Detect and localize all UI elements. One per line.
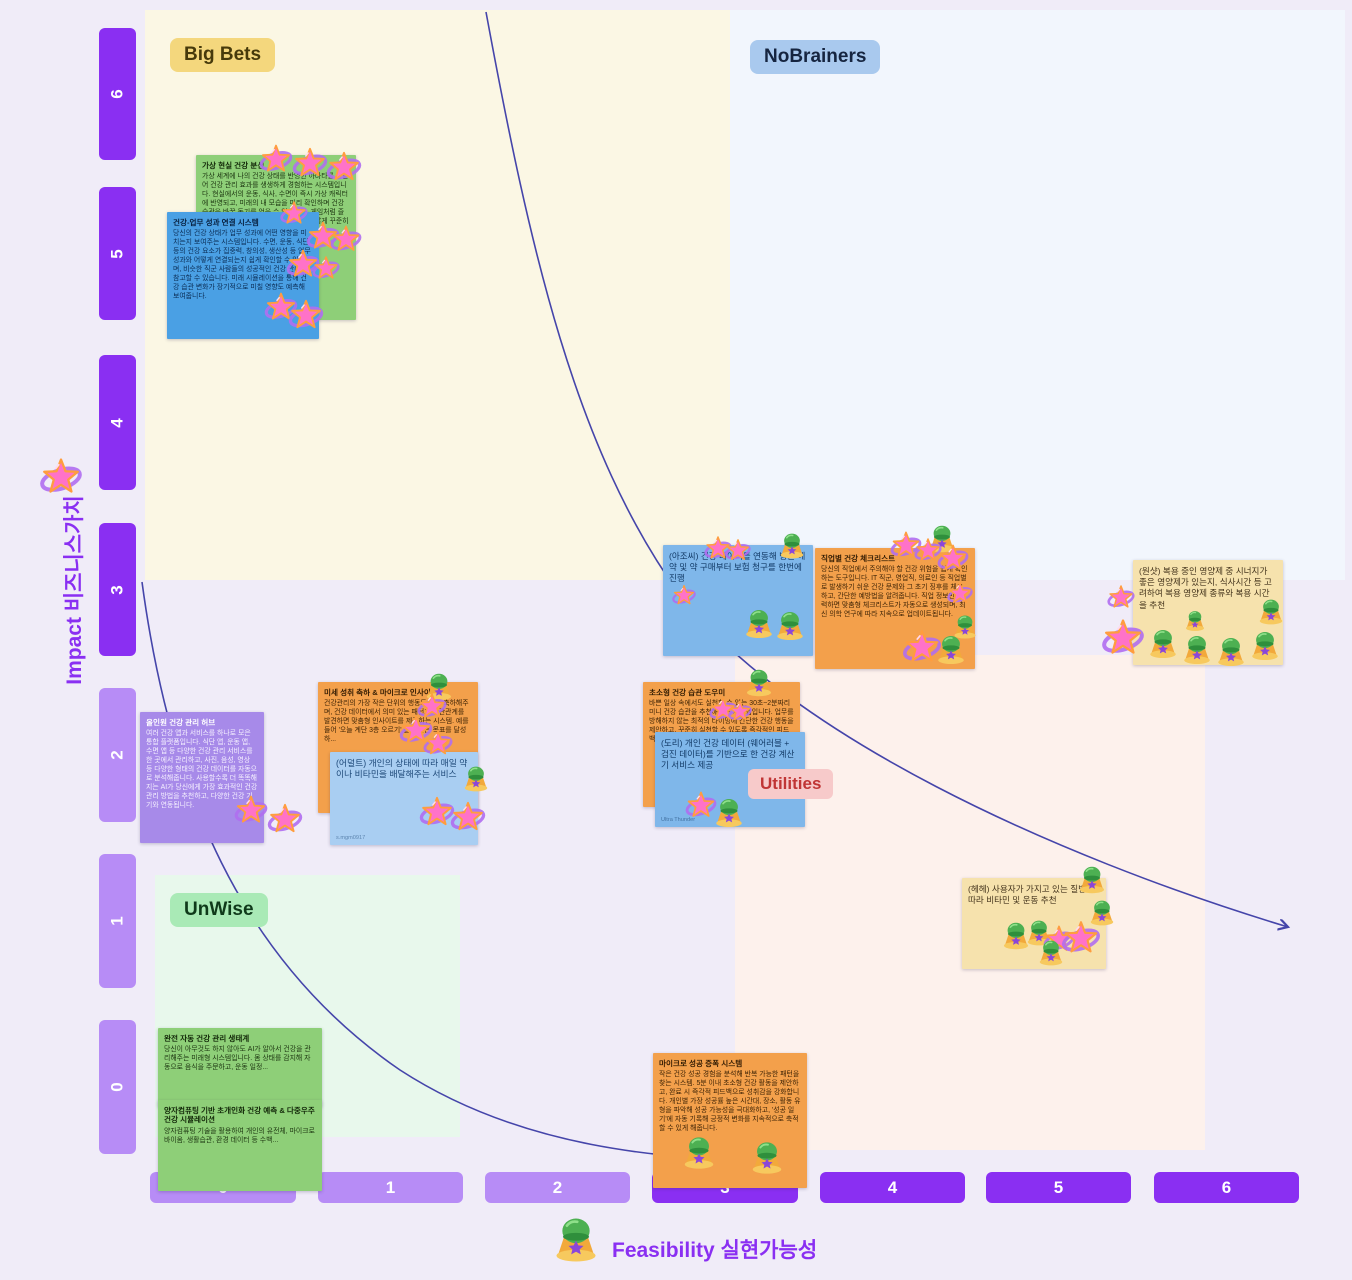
x-axis-tick-5: 5 [986, 1172, 1131, 1203]
feasibility-ufo-icon[interactable] [748, 1139, 786, 1177]
feasibility-ufo-icon[interactable] [773, 609, 807, 643]
vote-star-icon[interactable] [329, 223, 363, 257]
note-author: Ultra Thunder [661, 816, 696, 823]
feasibility-ufo-icon[interactable] [777, 531, 807, 561]
vote-star-icon[interactable] [422, 728, 454, 760]
note-body: 여러 건강 앱과 서비스를 하나로 모은 통합 플랫폼입니다. 식단 앱, 운동… [146, 730, 258, 810]
note-body: 당신이 아무것도 하지 않아도 AI가 알아서 건강을 관리해주는 미래형 시스… [164, 1046, 311, 1072]
note-title: 직업별 건강 체크리스트 [821, 554, 896, 563]
y-tick-label: 1 [107, 916, 127, 926]
vote-star-icon[interactable] [946, 580, 974, 608]
feasibility-ufo-icon[interactable] [1146, 627, 1180, 661]
x-tick-label: 4 [887, 1177, 898, 1197]
x-axis-tick-2: 2 [485, 1172, 630, 1203]
vote-star-icon[interactable] [311, 254, 341, 284]
quadrant-label-big-bets[interactable]: Big Bets [170, 38, 276, 72]
note-title: 미세 성취 축하 & 마이크로 인사이트 [324, 688, 438, 697]
vote-star-icon[interactable] [936, 542, 970, 576]
vote-star-icon[interactable] [671, 583, 697, 609]
y-tick-label: 2 [107, 750, 127, 760]
feasibility-ufo-icon[interactable] [461, 764, 491, 794]
quadrant-label-unwise[interactable]: UnWise [170, 893, 268, 927]
y-axis-tick-6: 6 [99, 28, 136, 160]
vote-star-icon[interactable] [449, 799, 487, 837]
note-body: (헤헤) 사용자가 가지고 있는 질병에 따라 비타민 및 운동 추천 [968, 884, 1094, 906]
y-axis-tick-4: 4 [99, 355, 136, 490]
vote-star-icon[interactable] [258, 142, 294, 178]
feasibility-ufo-icon[interactable] [1183, 609, 1207, 633]
note-body: 당신의 건강 상태가 업무 성과에 어떤 영향을 미치는지 보여주는 시스템입니… [173, 230, 311, 301]
vote-star-icon[interactable] [266, 801, 304, 839]
feasibility-ufo-icon[interactable] [1256, 597, 1286, 627]
y-axis-tick-5: 5 [99, 187, 136, 320]
feasibility-ufo-icon[interactable] [680, 1134, 718, 1172]
quadrant-label-utilities[interactable]: Utilities [748, 769, 834, 799]
feasibility-ufo-icon[interactable] [1180, 633, 1214, 667]
y-tick-label: 4 [107, 417, 127, 428]
x-axis-tick-6: 6 [1154, 1172, 1299, 1203]
note-author: s.mgm0917 [336, 834, 366, 841]
feasibility-ufo-icon[interactable] [1076, 864, 1108, 896]
sticky-note-quantum[interactable]: 양자컴퓨팅 기반 초개인화 건강 예측 & 다중우주 건강 시뮬레이션 양자컴퓨… [158, 1100, 322, 1191]
feasibility-ufo-icon[interactable] [951, 613, 979, 641]
sticky-note-micro-success[interactable]: 마이크로 성공 증폭 시스템 작은 건강 성공 경험을 분석해 반복 가능한 패… [653, 1053, 807, 1188]
note-body: 양자컴퓨팅 기술을 활용하여 개인의 유전체, 마이크로바이옴, 생활습관, 환… [164, 1127, 315, 1144]
note-title: 마이크로 성공 증폭 시스템 [659, 1059, 743, 1068]
feasibility-ufo-icon [550, 1214, 602, 1266]
x-tick-label: 6 [1221, 1177, 1232, 1197]
vote-star-icon[interactable] [727, 699, 753, 725]
note-title: 완전 자동 건강 관리 생태계 [164, 1034, 250, 1043]
note-body: (도리) 개인 건강 데이터 (웨어러블 + 검진 데이터)를 기반으로 한 건… [661, 738, 795, 771]
y-axis-tick-1: 1 [99, 854, 136, 988]
y-tick-label: 5 [107, 248, 127, 259]
feasibility-ufo-icon[interactable] [1036, 938, 1066, 968]
note-body: 건강관리의 가장 작은 단위의 행동도 찾아 축하해주며, 건강 데이터에서 의… [324, 700, 469, 744]
sticky-note-auto-eco[interactable]: 완전 자동 건강 관리 생태계 당신이 아무것도 하지 않아도 AI가 알아서 … [158, 1028, 322, 1107]
x-tick-label: 1 [385, 1177, 396, 1197]
vote-star-icon[interactable] [233, 793, 269, 829]
feasibility-ufo-icon[interactable] [1248, 629, 1282, 663]
y-axis-tick-2: 2 [99, 688, 136, 822]
note-body: 당신의 직업에서 주의해야 할 건강 위험을 쉽게 확인하는 도구입니다. IT… [821, 566, 968, 619]
x-axis-tick-4: 4 [820, 1172, 965, 1203]
feasibility-ufo-icon[interactable] [742, 607, 776, 641]
vote-star-icon[interactable] [1100, 616, 1146, 662]
note-title: 가상 현실 건강 분신 [202, 161, 265, 170]
vote-star-icon[interactable] [1060, 918, 1102, 960]
y-tick-label: 6 [107, 89, 127, 99]
vote-star-icon[interactable] [291, 145, 329, 183]
quadrant-label-nobrainers[interactable]: NoBrainers [750, 40, 881, 74]
vote-star-icon[interactable] [724, 537, 752, 565]
vote-star-icon[interactable] [325, 149, 363, 187]
note-title: 초소형 건강 습관 도우미 [649, 688, 726, 697]
note-title: 양자컴퓨팅 기반 초개인화 건강 예측 & 다중우주 건강 시뮬레이션 [164, 1106, 315, 1125]
feasibility-ufo-icon[interactable] [712, 796, 746, 830]
x-tick-label: 5 [1053, 1177, 1064, 1197]
y-tick-label: 3 [107, 584, 127, 595]
feasibility-ufo-icon[interactable] [743, 667, 775, 699]
vote-star-icon[interactable] [1106, 583, 1136, 613]
vote-star-icon[interactable] [287, 297, 325, 335]
quadrant-nobrainers-area [730, 10, 1345, 580]
x-tick-label: 2 [552, 1177, 563, 1197]
y-tick-label: 0 [107, 1082, 127, 1092]
x-axis-title: Feasibility 실현가능성 [612, 1239, 818, 1262]
y-axis-title: Impact 비즈니스가치 [63, 495, 86, 685]
x-axis-tick-1: 1 [318, 1172, 463, 1203]
sticky-note-adult[interactable]: (어덜트) 개인의 상태에 따라 매일 약이나 비타민을 배달해주는 서비스 s… [330, 752, 478, 845]
note-title: 건강-업무 성과 연결 시스템 [173, 218, 259, 227]
note-body: (어덜트) 개인의 상태에 따라 매일 약이나 비타민을 배달해주는 서비스 [336, 758, 468, 780]
note-title: 올인원 건강 관리 허브 [146, 718, 216, 727]
y-axis-tick-3: 3 [99, 523, 136, 656]
y-axis-tick-0: 0 [99, 1020, 136, 1154]
feasibility-ufo-icon[interactable] [1214, 635, 1248, 669]
note-body: (원샷) 복용 중인 영양제 중 시너지가 좋은 영양제가 있는지, 식사시간 … [1139, 566, 1272, 610]
note-body: 작은 건강 성공 경험을 분석해 반복 가능한 패턴을 찾는 시스템. 5분 이… [659, 1071, 801, 1133]
